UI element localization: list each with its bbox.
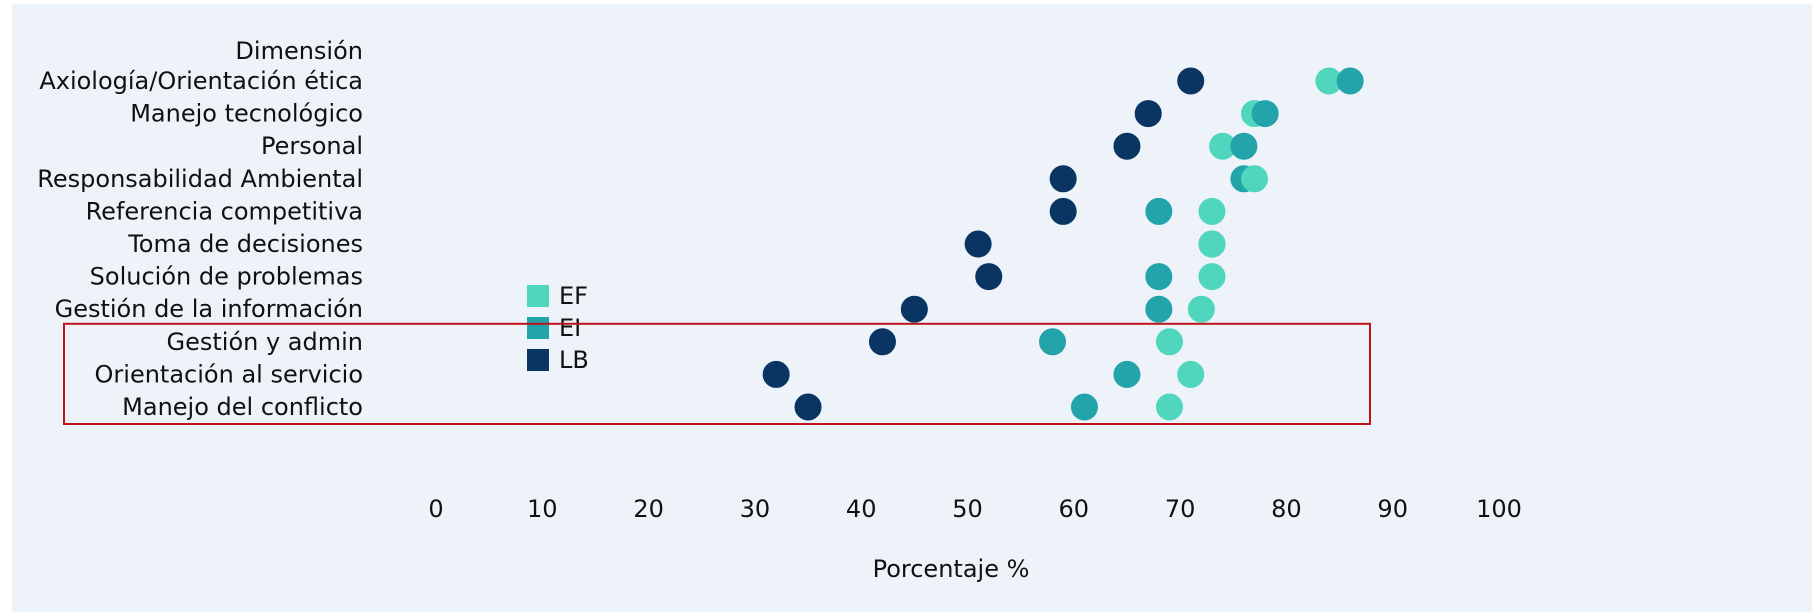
point-ei — [1230, 132, 1258, 160]
point-lb — [1049, 165, 1077, 193]
legend-swatch-ef — [527, 285, 549, 307]
category-label: Manejo tecnológico — [130, 100, 363, 128]
point-lb — [1177, 67, 1205, 95]
point-ei — [1145, 263, 1173, 291]
legend: EF EI LB — [527, 282, 589, 374]
category-label: Gestión de la información — [55, 295, 363, 323]
legend-label: EI — [559, 314, 581, 342]
point-lb — [900, 295, 928, 323]
category-labels: Axiología/Orientación ética Manejo tecnol… — [37, 67, 363, 421]
point-ei — [1145, 197, 1173, 225]
x-tick-label: 30 — [740, 495, 771, 523]
point-lb — [868, 328, 896, 356]
category-label: Referencia competitiva — [86, 197, 363, 225]
point-ef — [1198, 197, 1226, 225]
point-ei — [1251, 100, 1279, 128]
point-lb — [1134, 100, 1162, 128]
category-label: Responsabilidad Ambiental — [37, 165, 363, 193]
x-tick-label: 20 — [633, 495, 664, 523]
category-header: Dimensión — [235, 37, 363, 65]
x-tick-label: 50 — [952, 495, 983, 523]
point-lb — [1113, 132, 1141, 160]
point-lb — [964, 230, 992, 258]
x-tick-label: 40 — [846, 495, 877, 523]
point-lb — [1049, 197, 1077, 225]
point-ef — [1198, 230, 1226, 258]
category-label: Toma de decisiones — [127, 230, 363, 258]
dumbbell-chart: Dimensión Axiología/Orientación ética Man… — [37, 37, 1522, 583]
x-tick-label: 60 — [1059, 495, 1090, 523]
point-ef — [1155, 393, 1183, 421]
x-tick-label: 10 — [527, 495, 558, 523]
x-tick-label: 0 — [428, 495, 443, 523]
point-ef — [1198, 263, 1226, 291]
x-tick-label: 100 — [1476, 495, 1522, 523]
chart-container: Dimensión Axiología/Orientación ética Man… — [12, 4, 1812, 612]
point-ef — [1187, 295, 1215, 323]
point-ei — [1336, 67, 1364, 95]
category-label: Personal — [261, 132, 363, 160]
category-label: Solución de problemas — [90, 263, 363, 291]
legend-swatch-lb — [527, 349, 549, 371]
highlight-box — [63, 322, 1371, 425]
point-ei — [1070, 393, 1098, 421]
x-tick-label: 90 — [1377, 495, 1408, 523]
point-ei — [1113, 360, 1141, 388]
point-ef — [1177, 360, 1205, 388]
point-lb — [975, 263, 1003, 291]
category-label: Gestión y admin — [167, 328, 364, 356]
legend-label: EF — [559, 282, 588, 310]
point-ei — [1039, 328, 1067, 356]
x-tick-label: 80 — [1271, 495, 1302, 523]
point-ei — [1145, 295, 1173, 323]
x-tick-label: 70 — [1165, 495, 1196, 523]
point-lb — [794, 393, 822, 421]
x-axis-title: Porcentaje % — [873, 555, 1030, 583]
x-axis-ticks: 0 10 20 30 40 50 60 70 80 90 100 — [428, 495, 1522, 523]
point-ef — [1155, 328, 1183, 356]
point-lb — [762, 360, 790, 388]
category-label: Orientación al servicio — [95, 360, 363, 388]
points-layer — [762, 67, 1364, 421]
category-label: Axiología/Orientación ética — [39, 67, 363, 95]
connectors-layer — [773, 78, 1353, 410]
category-label: Manejo del conflicto — [122, 393, 363, 421]
legend-swatch-ei — [527, 317, 549, 339]
point-ef — [1241, 165, 1269, 193]
legend-label: LB — [559, 346, 589, 374]
